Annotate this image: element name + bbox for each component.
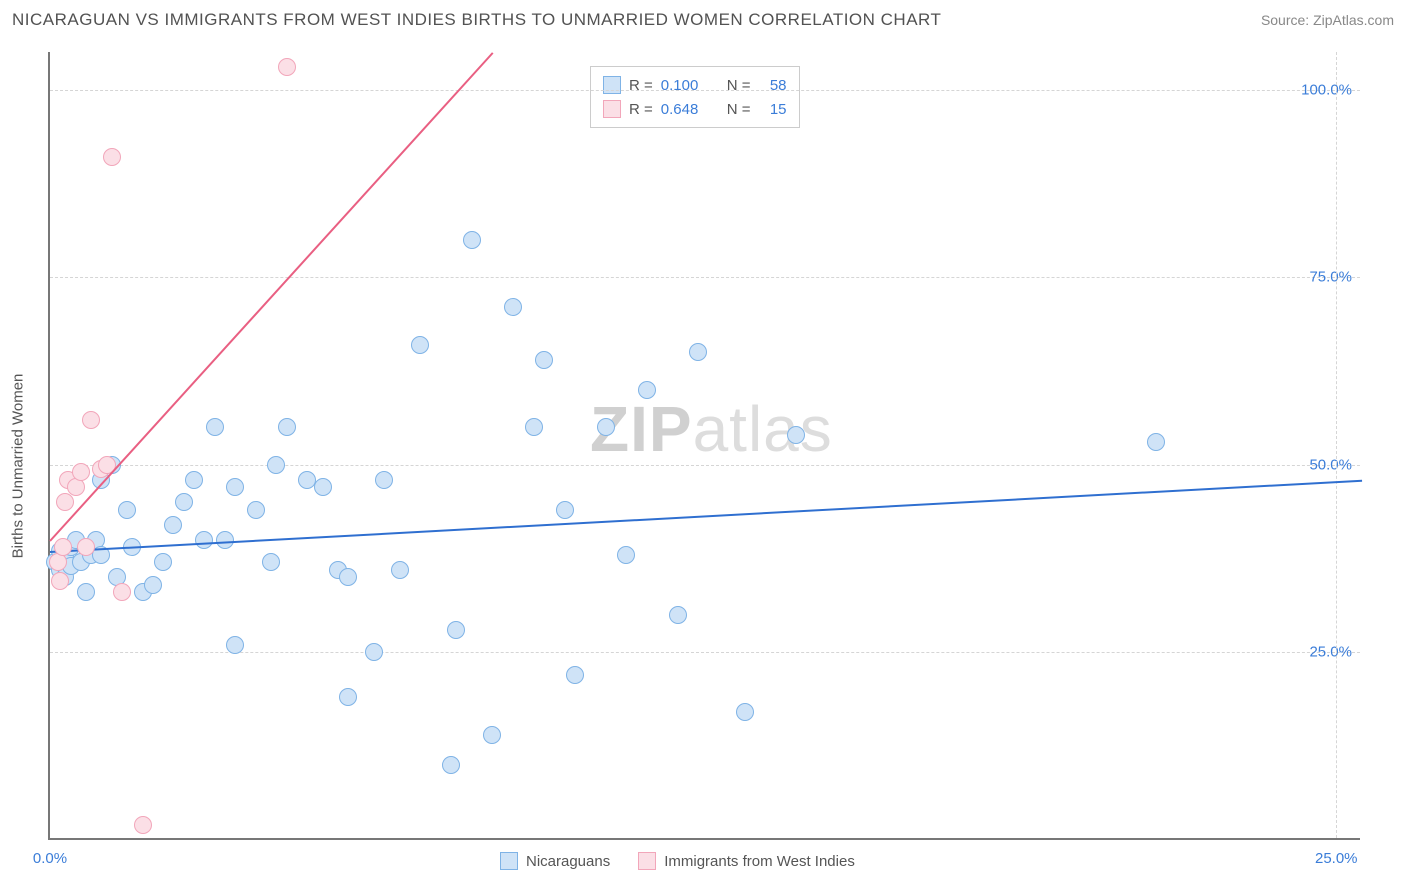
scatter-point-nicaraguans (185, 471, 203, 489)
scatter-point-nicaraguans (689, 343, 707, 361)
scatter-point-nicaraguans (77, 583, 95, 601)
legend-r-label: R = (629, 101, 653, 118)
scatter-point-nicaraguans (226, 478, 244, 496)
scatter-point-nicaraguans (483, 726, 501, 744)
x-tick-label: 0.0% (33, 850, 67, 867)
legend-n-value: 15 (759, 101, 787, 118)
scatter-point-nicaraguans (339, 688, 357, 706)
y-tick-label: 50.0% (1309, 456, 1352, 473)
y-tick-label: 25.0% (1309, 644, 1352, 661)
y-axis-label: Births to Unmarried Women (10, 374, 27, 559)
header: NICARAGUAN VS IMMIGRANTS FROM WEST INDIE… (0, 0, 1406, 40)
scatter-point-nicaraguans (1147, 433, 1165, 451)
legend-series-label: Immigrants from West Indies (664, 853, 855, 870)
legend-series-label: Nicaraguans (526, 853, 610, 870)
source-name: ZipAtlas.com (1313, 12, 1394, 28)
legend-r-value: 0.100 (661, 77, 709, 94)
y-tick-label: 100.0% (1301, 81, 1352, 98)
scatter-point-nicaraguans (442, 756, 460, 774)
scatter-point-nicaraguans (278, 418, 296, 436)
legend-correlation-row: R = 0.100 N = 58 (603, 73, 787, 97)
scatter-point-nicaraguans (535, 351, 553, 369)
legend-swatch (500, 852, 518, 870)
legend-n-label: N = (727, 77, 751, 94)
scatter-point-nicaraguans (144, 576, 162, 594)
scatter-point-nicaraguans (175, 493, 193, 511)
scatter-point-nicaraguans (597, 418, 615, 436)
scatter-point-nicaraguans (164, 516, 182, 534)
legend-correlation-row: R = 0.648 N = 15 (603, 97, 787, 121)
scatter-point-nicaraguans (365, 643, 383, 661)
scatter-point-nicaraguans (267, 456, 285, 474)
scatter-point-nicaraguans (447, 621, 465, 639)
legend-correlation: R = 0.100 N = 58 R = 0.648 N = 15 (590, 66, 800, 128)
chart-title: NICARAGUAN VS IMMIGRANTS FROM WEST INDIE… (12, 10, 941, 30)
scatter-point-nicaraguans (118, 501, 136, 519)
y-tick-label: 75.0% (1309, 269, 1352, 286)
scatter-point-west_indies (113, 583, 131, 601)
scatter-point-west_indies (103, 148, 121, 166)
gridline-horizontal (50, 90, 1360, 91)
scatter-point-nicaraguans (154, 553, 172, 571)
scatter-point-nicaraguans (669, 606, 687, 624)
source-prefix: Source: (1261, 12, 1313, 28)
scatter-point-nicaraguans (391, 561, 409, 579)
source-attribution: Source: ZipAtlas.com (1261, 12, 1394, 28)
gridline-horizontal (50, 277, 1360, 278)
scatter-point-nicaraguans (314, 478, 332, 496)
plot-wrap: Births to Unmarried Women ZIPatlas R =0.… (0, 40, 1406, 892)
gridline-horizontal (50, 465, 1360, 466)
scatter-point-nicaraguans (216, 531, 234, 549)
legend-series: Nicaraguans Immigrants from West Indies (500, 852, 855, 870)
scatter-point-nicaraguans (206, 418, 224, 436)
scatter-point-west_indies (54, 538, 72, 556)
scatter-point-nicaraguans (566, 666, 584, 684)
scatter-point-nicaraguans (556, 501, 574, 519)
scatter-point-nicaraguans (226, 636, 244, 654)
scatter-point-west_indies (134, 816, 152, 834)
scatter-point-nicaraguans (262, 553, 280, 571)
scatter-point-nicaraguans (375, 471, 393, 489)
scatter-point-nicaraguans (617, 546, 635, 564)
legend-series-item: Nicaraguans (500, 852, 610, 870)
gridline-horizontal (50, 652, 1360, 653)
scatter-point-west_indies (278, 58, 296, 76)
scatter-point-west_indies (77, 538, 95, 556)
chart-container: NICARAGUAN VS IMMIGRANTS FROM WEST INDIE… (0, 0, 1406, 892)
legend-r-label: R = (629, 77, 653, 94)
scatter-point-nicaraguans (736, 703, 754, 721)
scatter-point-nicaraguans (339, 568, 357, 586)
scatter-point-west_indies (82, 411, 100, 429)
scatter-point-nicaraguans (195, 531, 213, 549)
gridline-vertical (1336, 52, 1337, 838)
scatter-point-west_indies (72, 463, 90, 481)
legend-swatch (603, 76, 621, 94)
legend-series-item: Immigrants from West Indies (638, 852, 855, 870)
legend-swatch (638, 852, 656, 870)
scatter-point-nicaraguans (247, 501, 265, 519)
scatter-point-nicaraguans (463, 231, 481, 249)
scatter-point-nicaraguans (638, 381, 656, 399)
scatter-point-nicaraguans (787, 426, 805, 444)
scatter-point-nicaraguans (525, 418, 543, 436)
scatter-point-nicaraguans (504, 298, 522, 316)
legend-n-label: N = (727, 101, 751, 118)
scatter-point-west_indies (56, 493, 74, 511)
scatter-point-nicaraguans (411, 336, 429, 354)
legend-swatch (603, 100, 621, 118)
scatter-point-west_indies (51, 572, 69, 590)
legend-r-value: 0.648 (661, 101, 709, 118)
x-tick-label: 25.0% (1315, 850, 1358, 867)
legend-n-value: 58 (759, 77, 787, 94)
plot-area: ZIPatlas R =0.100N =58R =0.648N =15 25.0… (48, 52, 1360, 840)
watermark-light: atlas (693, 393, 833, 465)
trend-line-nicaraguans (50, 480, 1362, 553)
